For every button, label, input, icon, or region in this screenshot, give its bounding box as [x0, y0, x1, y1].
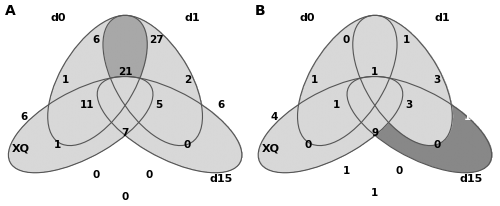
Text: 17: 17: [464, 111, 478, 121]
Text: 2: 2: [184, 75, 191, 85]
Text: 5: 5: [155, 99, 162, 109]
Text: 0: 0: [146, 169, 152, 179]
Text: d0: d0: [300, 13, 316, 23]
Text: 27: 27: [149, 35, 164, 45]
Text: 9: 9: [372, 127, 378, 137]
Text: 0: 0: [304, 139, 312, 149]
Text: 21: 21: [118, 67, 132, 77]
Text: d1: d1: [434, 13, 450, 23]
Text: XQ: XQ: [262, 143, 280, 153]
Text: 1: 1: [54, 139, 62, 149]
Text: 6: 6: [92, 35, 100, 45]
Text: 3: 3: [405, 99, 412, 109]
Text: d1: d1: [184, 13, 200, 23]
Text: 4: 4: [270, 111, 278, 121]
Text: 1: 1: [333, 99, 340, 109]
Text: 0: 0: [342, 35, 349, 45]
Text: 0: 0: [92, 169, 100, 179]
Text: 0: 0: [434, 139, 441, 149]
Text: 7: 7: [122, 127, 129, 137]
Text: 6: 6: [20, 111, 28, 121]
Text: 6: 6: [218, 99, 225, 109]
Text: d15: d15: [460, 173, 482, 183]
Text: XQ: XQ: [12, 143, 30, 153]
Text: B: B: [255, 4, 266, 18]
Text: 1: 1: [62, 75, 68, 85]
Text: 1: 1: [342, 165, 349, 175]
Text: 1: 1: [311, 75, 318, 85]
Text: d15: d15: [210, 173, 233, 183]
Text: 0: 0: [184, 139, 191, 149]
Text: 0: 0: [396, 165, 402, 175]
Text: 1: 1: [372, 187, 378, 197]
Text: 3: 3: [434, 75, 441, 85]
Text: A: A: [5, 4, 16, 18]
Text: 1: 1: [372, 67, 378, 77]
Text: 1: 1: [402, 35, 410, 45]
Text: 0: 0: [122, 191, 128, 201]
Text: 11: 11: [80, 99, 94, 109]
Text: d0: d0: [50, 13, 66, 23]
